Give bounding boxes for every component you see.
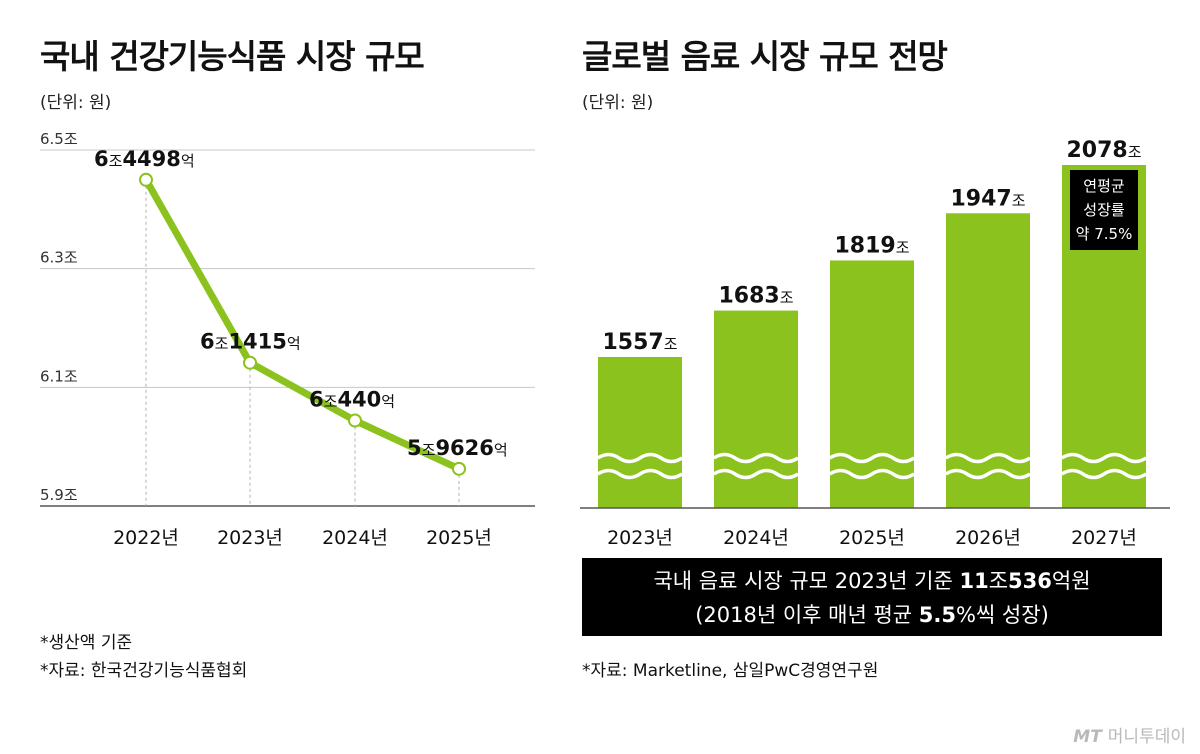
publisher-logo-mark: MT <box>1073 727 1102 747</box>
line-data-label: 5조9626억 <box>407 436 508 460</box>
publisher-logo: MT 머니투데이 <box>1073 722 1186 747</box>
axis-break-wave <box>713 452 799 464</box>
line-series <box>142 176 463 473</box>
left-chart-unit: (단위: 원) <box>40 93 112 113</box>
y-tick-label: 6.5조 <box>40 130 78 148</box>
summary-line-2-text: (2018년 이후 매년 평균 <box>695 603 919 627</box>
y-tick-label: 6.3조 <box>40 249 78 267</box>
bar-chart-value-labels: 1557조 1683조 1819조 1947조 2078조 <box>602 138 1141 355</box>
axis-break-wave <box>1061 452 1147 464</box>
bar-chart-x-ticks: 2023년 2024년 2025년 2026년 2027년 <box>607 527 1137 549</box>
x-tick-label: 2024년 <box>723 527 789 549</box>
y-tick-label: 6.1조 <box>40 367 78 385</box>
line-chart-x-ticks: 2022년 2023년 2024년 2025년 <box>113 527 492 549</box>
line-chart-points <box>139 172 466 476</box>
line-chart-data-labels: 6조4498억 6조1415억 6조440억 5조9626억 <box>94 147 508 460</box>
axis-break-wave <box>713 468 799 480</box>
x-tick-label: 2023년 <box>607 527 673 549</box>
line-chart-grid <box>40 149 535 507</box>
summary-line-1-num-2: 536 <box>1008 569 1052 593</box>
line-chart: 5.9조 6.1조 6.3조 6.5조 6조4498억 6조1415억 6조440억 5조9… <box>40 130 535 549</box>
x-tick-label: 2023년 <box>217 527 283 549</box>
axis-break-wave <box>1061 468 1147 480</box>
left-chart-title: 국내 건강기능식품 시장 규모 <box>40 37 425 76</box>
right-chart-unit: (단위: 원) <box>582 93 654 113</box>
line-point <box>452 461 466 476</box>
growth-rate-text: 성장률 <box>1083 201 1125 219</box>
line-point <box>348 413 362 428</box>
line-point <box>243 355 257 370</box>
right-note-source: *자료: Marketline, 삼일PwC경영연구원 <box>582 661 879 681</box>
bar <box>946 213 1030 508</box>
right-chart-title: 글로벌 음료 시장 규모 전망 <box>582 37 948 76</box>
bar-chart: 1557조 1683조 1819조 1947조 2078조 2023년 2024년 2025… <box>580 138 1170 549</box>
x-tick-label: 2025년 <box>839 527 905 549</box>
growth-rate-text: 약 7.5% <box>1076 225 1133 243</box>
axis-break-wave <box>945 468 1031 480</box>
bar-chart-axis-break <box>597 452 1147 480</box>
y-tick-label: 5.9조 <box>40 486 78 504</box>
publisher-logo-name: 머니투데이 <box>1107 727 1186 747</box>
bar-value-label: 1947조 <box>950 186 1025 211</box>
bar <box>598 357 682 508</box>
growth-rate-text: 연평균 <box>1083 177 1125 195</box>
bar-value-label: 1557조 <box>602 330 677 355</box>
line-data-label: 6조440억 <box>309 388 395 412</box>
axis-break-wave <box>597 452 683 464</box>
left-note-basis: *생산액 기준 <box>40 633 133 653</box>
summary-line-2-tail: %씩 성장) <box>955 603 1049 627</box>
bar-value-label: 1683조 <box>718 284 793 309</box>
x-tick-label: 2027년 <box>1071 527 1137 549</box>
axis-break-wave <box>829 452 915 464</box>
bar-value-label: 2078조 <box>1066 138 1141 163</box>
summary-line-1-unit-1: 조 <box>988 569 1009 593</box>
line-chart-y-ticks: 5.9조 6.1조 6.3조 6.5조 <box>40 130 78 504</box>
x-tick-label: 2026년 <box>955 527 1021 549</box>
growth-rate-box <box>1070 170 1138 250</box>
axis-break-wave <box>597 468 683 480</box>
summary-line-1-unit-2: 억원 <box>1051 569 1091 593</box>
summary-line-2: (2018년 이후 매년 평균 5.5%씩 성장) <box>582 598 1162 632</box>
axis-break-wave <box>945 452 1031 464</box>
summary-line-1-text: 국내 음료 시장 규모 2023년 기준 <box>653 569 960 593</box>
line-data-label: 6조4498억 <box>94 147 195 171</box>
x-tick-label: 2022년 <box>113 527 179 549</box>
x-tick-label: 2025년 <box>426 527 492 549</box>
summary-line-1: 국내 음료 시장 규모 2023년 기준 11조536억원 <box>582 564 1162 598</box>
x-tick-label: 2024년 <box>322 527 388 549</box>
summary-box: 국내 음료 시장 규모 2023년 기준 11조536억원 (2018년 이후 … <box>582 558 1162 636</box>
axis-break-wave <box>829 468 915 480</box>
bar-value-label: 1819조 <box>834 233 909 258</box>
line-point <box>139 172 153 187</box>
bar <box>830 260 914 508</box>
left-note-source: *자료: 한국건강기능식품협회 <box>40 661 248 681</box>
summary-line-2-num: 5.5 <box>918 603 956 627</box>
summary-line-1-num-1: 11 <box>959 569 989 593</box>
line-data-label: 6조1415억 <box>200 330 301 354</box>
